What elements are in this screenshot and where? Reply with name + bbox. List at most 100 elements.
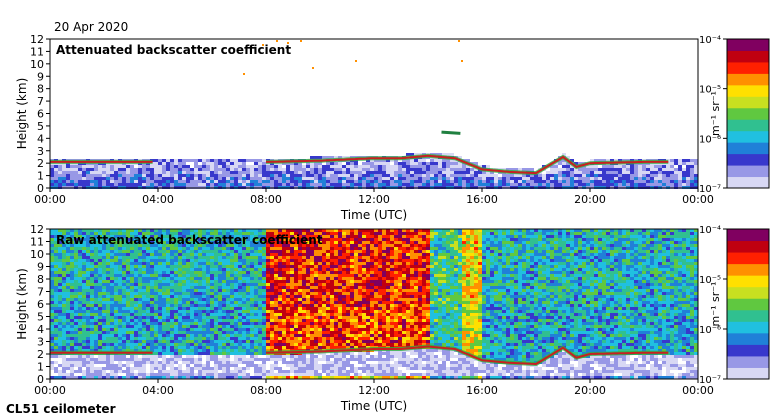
y-tick-label: 0 [37,182,44,195]
colorbar-segment [727,153,769,166]
panel-title: Raw attenuated backscatter coefficient [56,233,323,247]
colorbar-segment [727,367,769,380]
colorbar-frame [726,228,770,380]
noise-point [300,40,302,42]
y-tick-label: 11 [30,45,44,58]
x-tick-label: 00:00 [682,384,714,397]
noise-point [461,60,463,62]
noise-point [312,67,314,69]
y-tick-label: 7 [37,95,44,108]
colorbar-segment [727,275,769,288]
colorbar-tick-label: 10⁻⁴ [699,225,721,236]
y-tick-label: 0 [37,373,44,386]
colorbar-segment [727,252,769,265]
x-tick-label: 16:00 [466,193,498,206]
colorbar-tick-label: 10⁻⁷ [699,375,721,386]
x-tick-label: 20:00 [574,193,606,206]
y-tick-label: 3 [37,145,44,158]
x-tick-label: 08:00 [250,384,282,397]
colorbar-segment [727,84,769,97]
x-axis-label: Time (UTC) [340,208,407,222]
colorbar-segment [727,142,769,155]
y-tick-label: 10 [30,248,44,261]
colorbar-segment [727,96,769,109]
x-tick-label: 08:00 [250,193,282,206]
x-axis-label: Time (UTC) [340,399,407,413]
colorbar-segment [727,286,769,299]
colorbar-segment [727,309,769,322]
colorbar-2 [723,228,770,380]
colorbar-segment [727,165,769,178]
y-tick-label: 9 [37,261,44,274]
colorbar-segment [727,130,769,143]
y-tick-label: 9 [37,70,44,83]
x-tick-label: 20:00 [574,384,606,397]
colorbar-segment [727,39,769,51]
x-tick-label: 12:00 [358,193,390,206]
colorbar-segment [727,50,769,63]
y-tick-label: 5 [37,120,44,133]
colorbar-segment [727,119,769,132]
elevated-aerosol-layer [441,130,461,135]
x-tick-label: 04:00 [142,193,174,206]
colorbar-segment [727,240,769,253]
colorbar-tick-label: 10⁻⁵ [699,275,721,286]
y-tick-label: 11 [30,236,44,249]
colorbar-segment [727,298,769,311]
colorbar-tick-label: 10⁻⁷ [699,184,721,195]
panel-title: Attenuated backscatter coefficient [56,43,291,57]
y-tick-label: 12 [30,33,44,46]
x-tick-label: 04:00 [142,384,174,397]
colorbar-segment [727,263,769,276]
date-label: 20 Apr 2020 [54,20,129,34]
y-tick-label: 8 [37,83,44,96]
x-tick-label: 16:00 [466,384,498,397]
y-tick-label: 12 [30,223,44,236]
colorbar-tick-label: 10⁻⁶ [699,134,721,145]
colorbar-tick-label: 10⁻⁴ [699,35,721,46]
y-tick-label: 7 [37,286,44,299]
heatmap-panel-2 [46,228,699,383]
noise-point [262,44,264,46]
colorbar-1 [723,38,770,189]
x-tick-label: 00:00 [34,384,66,397]
boundary-layer-line [50,154,669,175]
colorbar-unit-label: m⁻¹ sr⁻¹ [709,91,722,136]
y-tick-label: 4 [37,132,44,145]
y-tick-label: 6 [37,298,44,311]
boundary-layer-line [50,345,669,366]
colorbar-segment [727,229,769,242]
colorbar-segment [727,344,769,357]
noise-point [458,40,460,42]
colorbar-segment [727,321,769,334]
y-axis-label: Height (km) [15,268,29,339]
y-tick-label: 4 [37,323,44,336]
y-tick-label: 1 [37,361,44,374]
y-tick-label: 1 [37,170,44,183]
colorbar-tick-label: 10⁻⁵ [699,85,721,96]
colorbar-segment [727,176,769,189]
y-tick-label: 6 [37,108,44,121]
heatmap-panel-1 [46,38,699,192]
x-tick-label: 00:00 [682,193,714,206]
noise-point [276,40,278,42]
noise-point [355,60,357,62]
x-tick-label: 12:00 [358,384,390,397]
noise-point [243,73,245,75]
instrument-label: CL51 ceilometer [6,402,116,416]
colorbar-segment [727,107,769,120]
backscatter-field [50,229,698,379]
y-tick-label: 2 [37,157,44,170]
y-tick-label: 5 [37,311,44,324]
y-tick-label: 2 [37,348,44,361]
y-tick-label: 8 [37,273,44,286]
x-tick-label: 00:00 [34,193,66,206]
y-tick-label: 3 [37,336,44,349]
y-axis-label: Height (km) [15,78,29,149]
noise-point [287,42,289,44]
colorbar-segment [727,332,769,345]
colorbar-segment [727,73,769,86]
colorbar-unit-label: m⁻¹ sr⁻¹ [709,282,722,327]
colorbar-segment [727,355,769,368]
